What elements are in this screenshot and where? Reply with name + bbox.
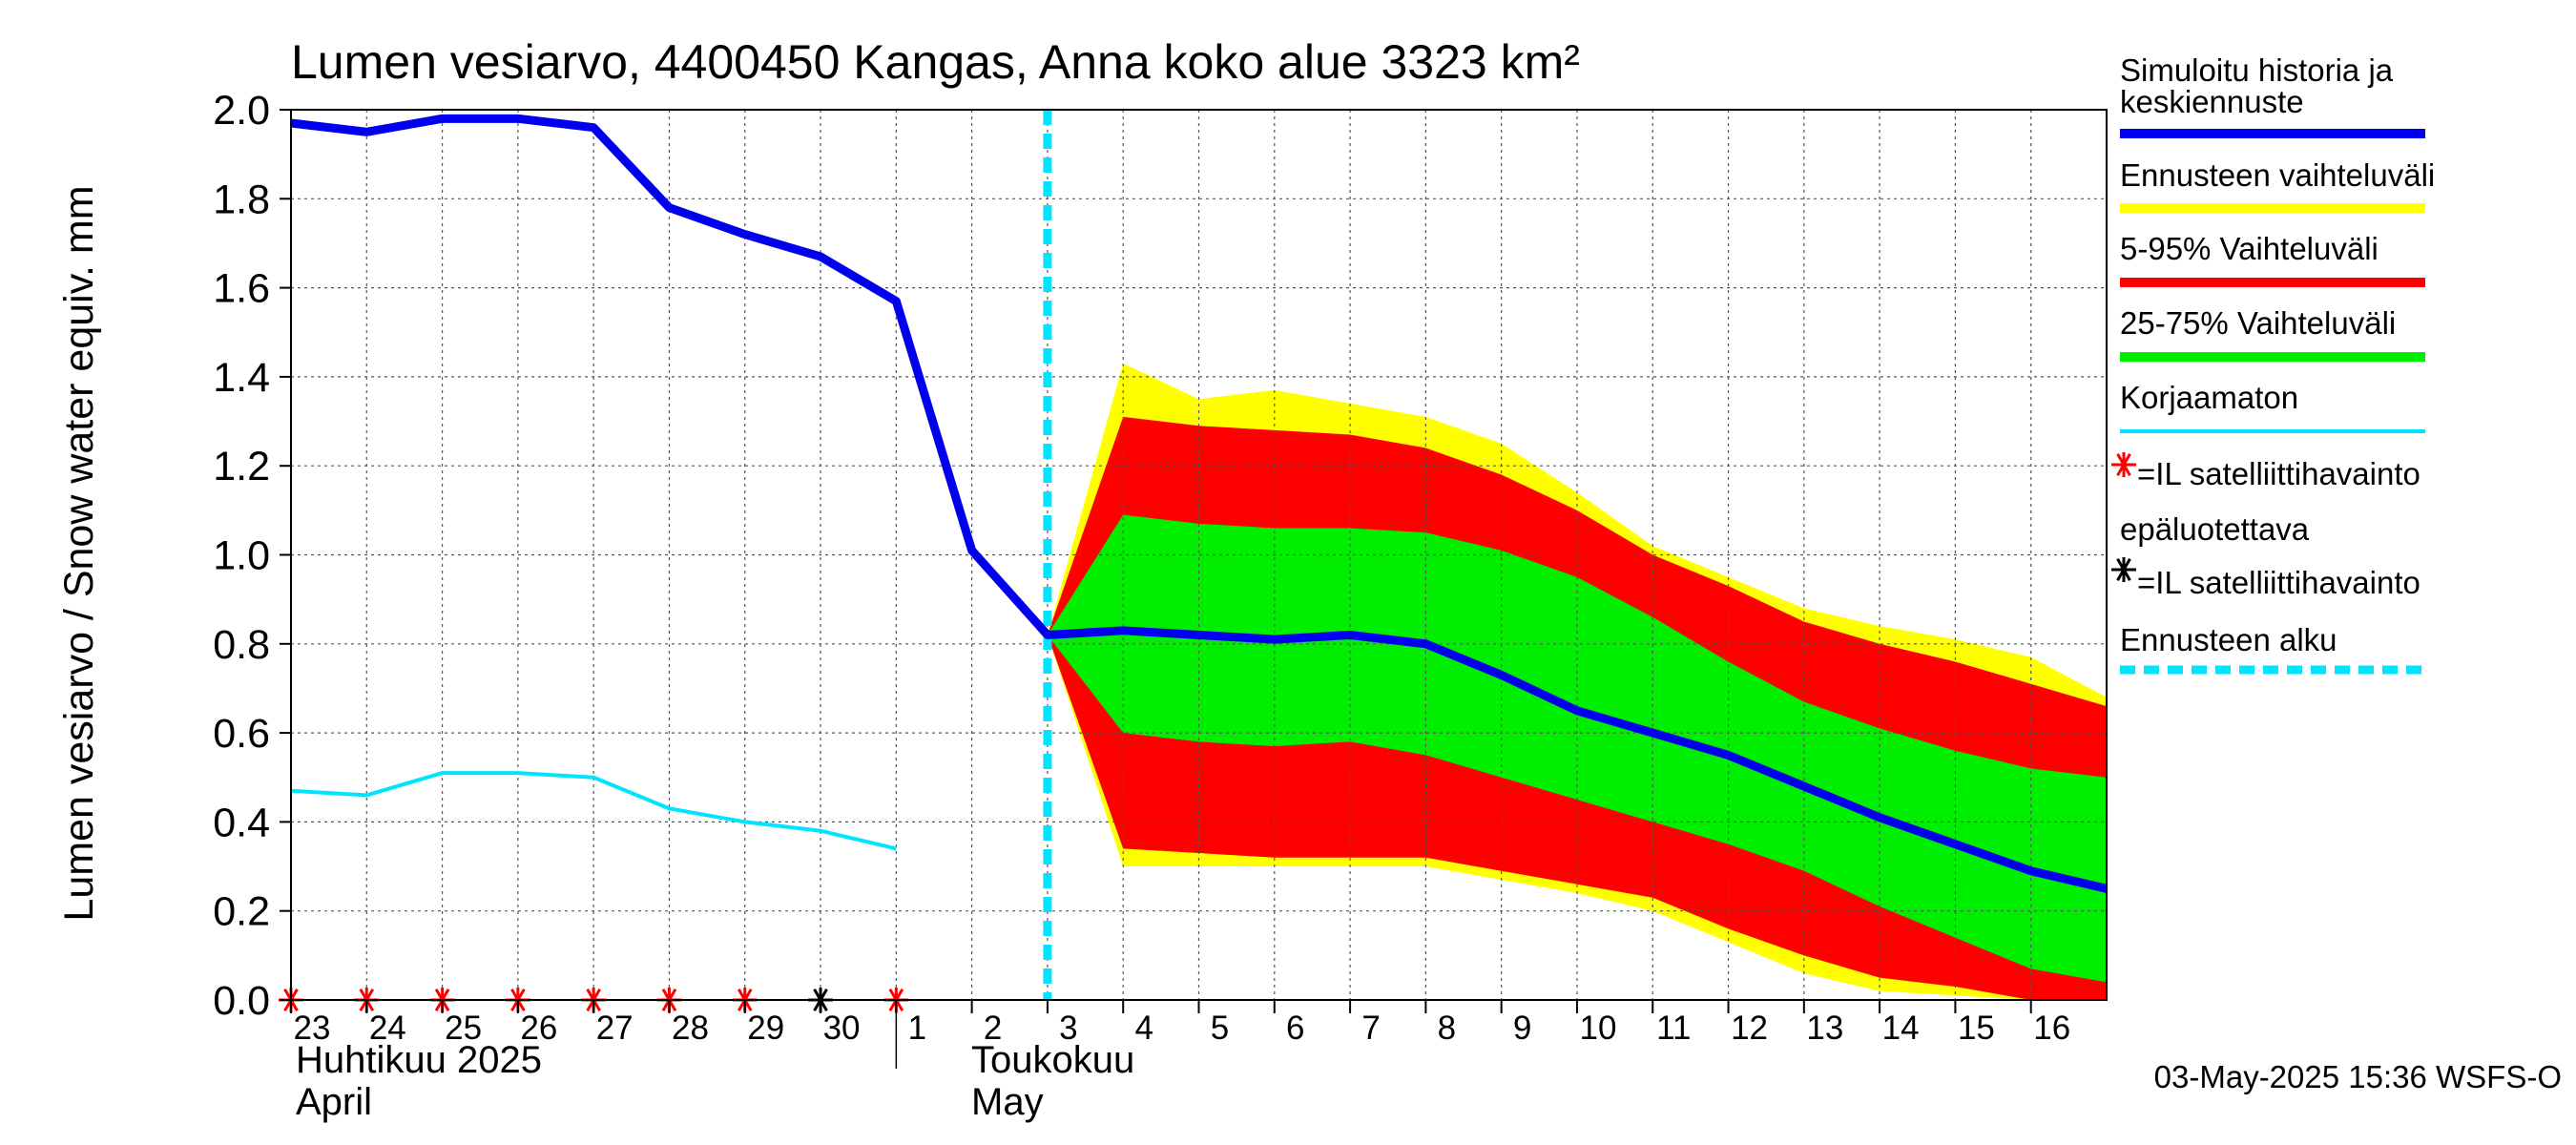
series-line-1 (290, 771, 897, 851)
x-tick-label: 14 (1882, 1010, 1920, 1047)
band-2 (1047, 514, 2107, 983)
month-label-april-fi: Huhtikuu 2025 (296, 1039, 542, 1081)
month-label-may-fi: Toukokuu (971, 1039, 1134, 1081)
legend-item-1: Ennusteen vaihteluväli (2120, 157, 2435, 213)
legend-item-3: 25-75% Vaihteluväli (2120, 305, 2425, 362)
x-tick-label: 7 (1361, 1010, 1380, 1047)
x-tick-label: 9 (1513, 1010, 1531, 1047)
timestamp: 03-May-2025 15:36 WSFS-O (2154, 1059, 2562, 1094)
y-axis: 0.0 0.2 0.4 0.6 0.8 1.0 1.2 1.4 1.6 1.8 2.0 (213, 88, 291, 1024)
y-tick-label: 0.4 (213, 800, 270, 845)
y-tick-label: 0.2 (213, 889, 270, 935)
x-tick-label: 28 (672, 1010, 709, 1047)
x-tick-label: 2 (984, 1010, 1002, 1047)
legend-red-star-icon (2111, 452, 2136, 477)
legend-item-7: Ennusteen alku (2120, 622, 2425, 675)
month-label-may-en: May (971, 1081, 1044, 1123)
legend-item-4: Korjaamaton (2120, 380, 2425, 433)
y-tick-label: 2.0 (213, 88, 270, 134)
legend-item-5: =IL satelliittihavainto (2111, 452, 2420, 491)
x-tick-label: 27 (596, 1010, 634, 1047)
x-tick-label: 24 (369, 1010, 406, 1047)
y-tick-label: 1.8 (213, 177, 270, 222)
month-label-april-en: April (296, 1081, 372, 1123)
y-tick-label: 1.6 (213, 266, 270, 312)
legend-label: =IL satelliittihavainto (2137, 565, 2420, 600)
x-tick-label: 1 (908, 1010, 926, 1047)
legend-item-6: epäluotettava =IL satelliittihavainto (2111, 511, 2420, 600)
series-line-0 (290, 114, 2109, 893)
x-tick-label: 12 (1731, 1010, 1768, 1047)
x-tick-label: 29 (747, 1010, 784, 1047)
x-tick-label: 15 (1958, 1010, 1995, 1047)
legend-label: Simuloitu historia ja (2120, 52, 2394, 88)
x-tick-label: 5 (1211, 1010, 1229, 1047)
legend-label: Ennusteen vaihteluväli (2120, 157, 2435, 193)
x-tick-label: 26 (520, 1010, 557, 1047)
x-tick-label: 4 (1134, 1010, 1153, 1047)
legend-black-star-icon (2111, 557, 2136, 582)
x-tick-label: 6 (1286, 1010, 1304, 1047)
x-tick-label: 8 (1438, 1010, 1456, 1047)
x-tick-label: 25 (445, 1010, 482, 1047)
x-tick-label: 13 (1806, 1010, 1843, 1047)
y-tick-label: 1.2 (213, 444, 270, 489)
legend-label: =IL satelliittihavainto (2137, 456, 2420, 491)
series-lines (290, 114, 2109, 893)
x-tick-label: 3 (1059, 1010, 1077, 1047)
y-axis-label: Lumen vesiarvo / Snow water equiv. mm (56, 185, 102, 921)
x-tick-label: 10 (1579, 1010, 1616, 1047)
legend-label: keskiennuste (2120, 84, 2304, 119)
x-tick-label: 11 (1656, 1010, 1691, 1047)
legend-label: 5-95% Vaihteluväli (2120, 231, 2379, 266)
y-tick-label: 1.4 (213, 355, 270, 401)
legend-label: Ennusteen alku (2120, 622, 2337, 657)
x-tick-label: 30 (823, 1010, 861, 1047)
legend-label: Korjaamaton (2120, 380, 2298, 415)
y-tick-label: 0.0 (213, 978, 270, 1024)
legend-item-2: 5-95% Vaihteluväli (2120, 231, 2425, 287)
x-tick-label: 23 (294, 1010, 331, 1047)
chart-title: Lumen vesiarvo, 4400450 Kangas, Anna kok… (291, 35, 1580, 89)
forecast-bands (1047, 363, 2107, 1000)
grid-lines (290, 109, 2108, 1001)
x-axis: 23 24 25 26 27 28 29 30 1 2 3 4 5 6 7 8 9 10 11 12 13 14 15 16 (290, 1000, 2070, 1069)
legend-label: epäluotettava (2120, 511, 2310, 547)
legend-label: 25-75% Vaihteluväli (2120, 305, 2396, 341)
x-tick-label: 16 (2033, 1010, 2070, 1047)
y-tick-label: 0.8 (213, 622, 270, 668)
y-tick-label: 0.6 (213, 711, 270, 757)
y-tick-label: 1.0 (213, 533, 270, 579)
